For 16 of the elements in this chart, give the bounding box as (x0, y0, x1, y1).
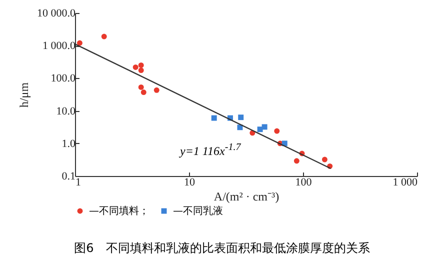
x-tick-label: 100 (295, 176, 312, 188)
y-tick-label: 0.1 (62, 170, 76, 182)
y-axis-title: h/μm (17, 82, 31, 108)
caption: 图6 不同填料和乳液的比表面积和最低涂膜厚度的关系 (73, 240, 371, 257)
legend-label: —不同填料； (89, 205, 149, 217)
y-tick-label: 1.0 (62, 138, 76, 150)
annotation: y=1 116x$^{-1.7}$ (180, 142, 241, 159)
legend-label: —不同乳液 (173, 205, 223, 217)
y-tick-label: 10 000.0 (37, 8, 76, 20)
y-tick-label: 1 000.0 (42, 40, 76, 52)
x-tick-label: 1 (76, 176, 81, 188)
x-tick-label: 10 (184, 176, 196, 188)
y-tick-label: 10.0 (56, 105, 76, 118)
x-axis-title: A/(m² · cm⁻³) (214, 190, 280, 204)
y-tick-label: 100.0 (50, 72, 76, 85)
x-tick-label: 1 000 (392, 176, 418, 188)
